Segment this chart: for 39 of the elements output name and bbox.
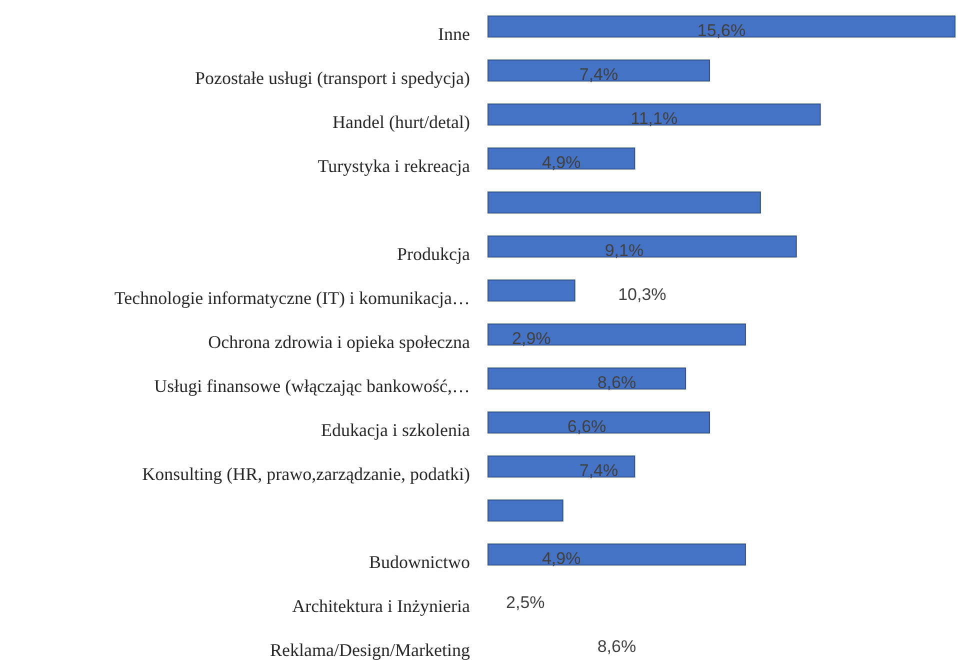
annotation: 6,6% — [567, 417, 606, 436]
annotation: 2,5% — [506, 593, 545, 612]
data-label: 4,9% — [542, 153, 581, 172]
bar — [488, 544, 746, 566]
annotation: 7,4% — [579, 461, 618, 480]
bar — [488, 324, 746, 346]
y-tick-label: Handel (hurt/detal) — [332, 112, 470, 132]
y-tick-label: Edukacja i szkolenia — [321, 420, 470, 440]
y-tick-label: Architektura i Inżynieria — [292, 596, 470, 616]
bar — [488, 500, 564, 522]
y-tick-label: Budownictwo — [369, 552, 470, 572]
bar — [488, 412, 710, 434]
y-tick-label: Technologie informatyczne (IT) i komunikacja… — [114, 288, 470, 308]
y-tick-label: Pozostałe usługi (transport i spedycja) — [195, 68, 470, 88]
y-tick-label: Turystyka i rekreacja — [318, 156, 470, 176]
bar — [488, 16, 956, 38]
y-tick-label: Inne — [438, 24, 470, 44]
data-label: 15,6% — [697, 21, 746, 40]
y-tick-label: Konsulting (HR, prawo,zarządzanie, podatki) — [142, 464, 470, 484]
y-tick-label: Reklama/Design/Marketing — [270, 640, 470, 660]
bar — [488, 148, 636, 170]
annotation: 4,9% — [542, 549, 581, 568]
data-label: 7,4% — [579, 65, 618, 84]
bar — [488, 192, 761, 214]
bar — [488, 60, 710, 82]
bar — [488, 280, 576, 302]
bar — [488, 456, 636, 478]
bar — [488, 236, 797, 258]
bar — [488, 104, 821, 126]
data-label: 11,1% — [630, 109, 678, 128]
annotation: 9,1% — [604, 241, 644, 260]
annotation: 2,9% — [512, 329, 551, 348]
y-tick-label: Usługi finansowe (włączając bankowość,… — [154, 376, 470, 396]
annotation: 8,6% — [597, 637, 636, 656]
annotation: 8,6% — [597, 373, 636, 392]
bar — [488, 368, 686, 390]
y-tick-label: Ochrona zdrowia i opieka społeczna — [208, 332, 470, 352]
annotation: 10,3% — [618, 285, 666, 304]
y-tick-label: Produkcja — [397, 244, 470, 264]
